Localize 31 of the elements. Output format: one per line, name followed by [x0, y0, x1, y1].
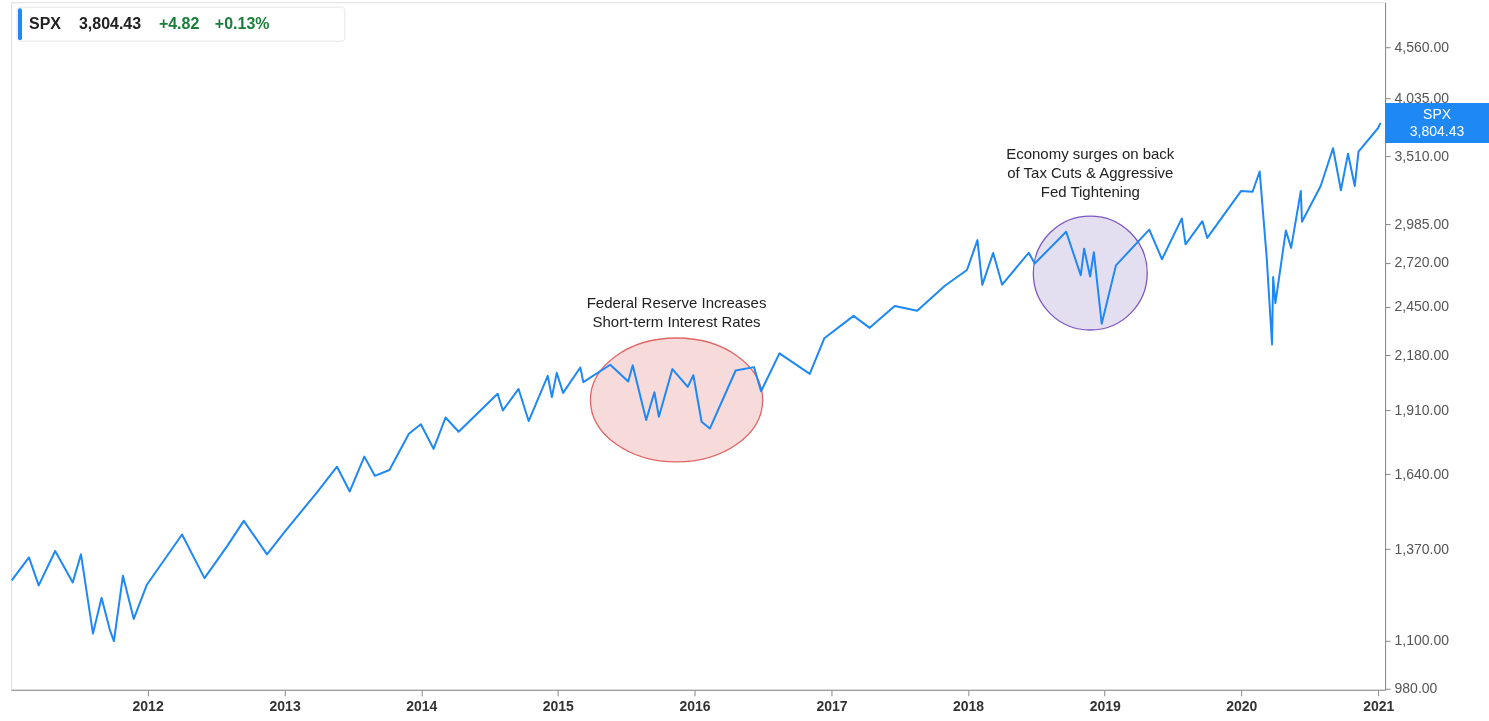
- y-tick-label: 4,560.00: [1394, 38, 1450, 55]
- annotation: +0.13%: [214, 15, 270, 33]
- x-tick-label: 2015: [542, 698, 575, 715]
- x-tick-label: 2019: [1089, 698, 1121, 715]
- legend-label: SPX: [28, 15, 62, 33]
- y-tick-label: 2,985.00: [1394, 215, 1450, 232]
- text: 3,804.43: [1409, 122, 1465, 139]
- y-tick-label: 1,640.00: [1394, 465, 1450, 482]
- y-tick-label: 3,510.00: [1394, 148, 1450, 165]
- y-tick-label: 2,450.00: [1394, 298, 1450, 315]
- y-tick-label: 1,100.00: [1394, 632, 1450, 649]
- annotation: 3,804.43: [78, 15, 142, 33]
- annotation: Economy surges on back of Tax Cuts & Aggressive Fed Tightening: [1006, 145, 1175, 201]
- x-tick-label: 2014: [406, 698, 438, 715]
- x-tick-label: 2020: [1226, 698, 1258, 715]
- y-tick-label: 4,035.00: [1394, 89, 1450, 106]
- x-tick-label: 2016: [679, 698, 711, 715]
- x-tick-label: 2018: [953, 698, 985, 715]
- x-tick-label: 2021: [1363, 698, 1395, 715]
- annotation: Federal Reserve Increases Short-term Interest Rates: [586, 294, 767, 331]
- x-tick-label: 2012: [132, 698, 164, 715]
- annotation: +4.82: [158, 15, 200, 33]
- line-series: [10, 121, 1382, 643]
- y-tick-label: 980.00: [1394, 680, 1438, 697]
- y-tick-label: 1,910.00: [1394, 401, 1450, 418]
- y-tick-label: 2,720.00: [1394, 254, 1450, 271]
- x-tick-label: 2017: [816, 698, 848, 715]
- y-tick-label: 2,180.00: [1394, 346, 1450, 363]
- text: SPX: [1423, 105, 1452, 122]
- x-tick-label: 2013: [269, 698, 301, 715]
- y-tick-label: 1,370.00: [1394, 540, 1450, 557]
